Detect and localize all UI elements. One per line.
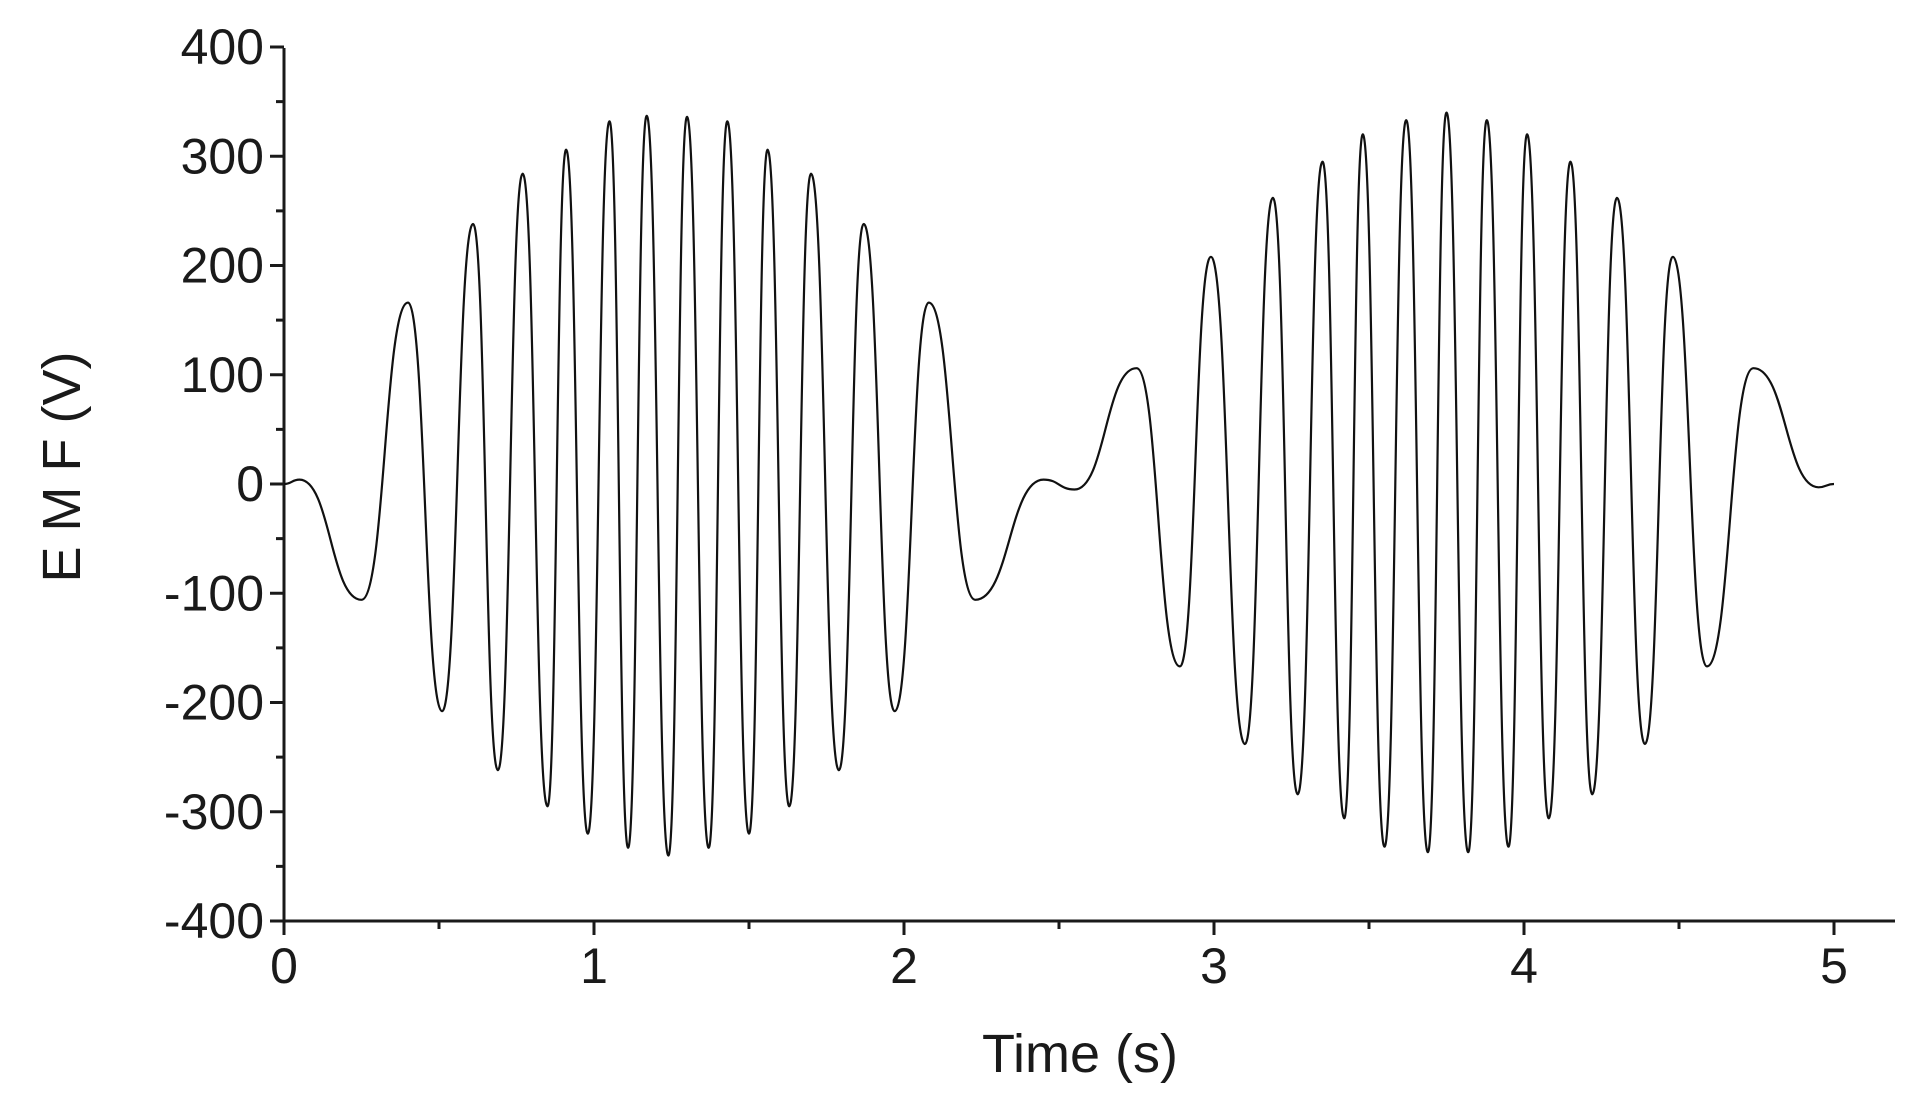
y-tick-label: 200 — [181, 238, 264, 294]
y-tick-label: 0 — [236, 456, 264, 512]
x-tick-label: 4 — [1510, 938, 1538, 994]
x-tick-label: 3 — [1200, 938, 1228, 994]
x-tick-label: 2 — [890, 938, 918, 994]
x-axis-title: Time (s) — [982, 1024, 1178, 1084]
y-axis-ticks: -400 -300 -200 -100 0 100 200 300 400 — [164, 19, 284, 949]
y-tick-label: -100 — [164, 565, 264, 621]
emf-series-line — [283, 111, 1835, 857]
y-axis-title: E M F (V) — [32, 352, 92, 583]
axes — [282, 48, 1895, 923]
x-tick-label: 5 — [1820, 938, 1848, 994]
series-group — [283, 111, 1835, 857]
y-tick-label: 400 — [181, 19, 264, 75]
x-axis-ticks: 0 1 2 3 4 5 — [270, 921, 1848, 994]
y-tick-label: -200 — [164, 675, 264, 731]
y-tick-label: 100 — [181, 347, 264, 403]
y-tick-label: -300 — [164, 784, 264, 840]
y-tick-label: -400 — [164, 893, 264, 949]
x-tick-label: 0 — [270, 938, 298, 994]
x-tick-label: 1 — [580, 938, 608, 994]
y-tick-label: 300 — [181, 128, 264, 184]
